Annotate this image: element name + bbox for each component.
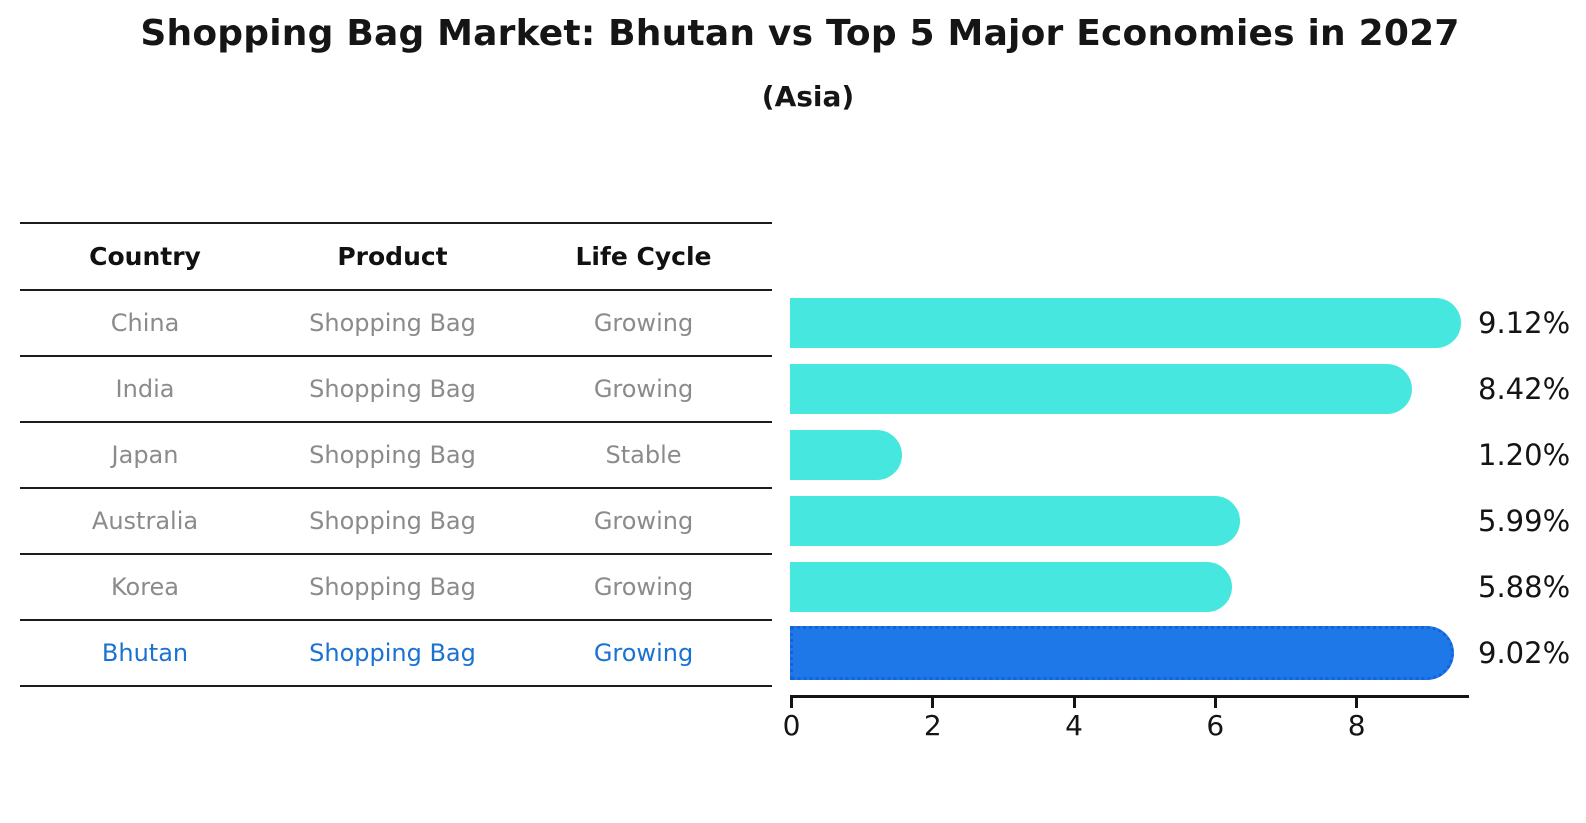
table-row-australia: Australia Shopping Bag Growing <box>20 489 772 555</box>
value-label: 1.20% <box>1478 438 1571 472</box>
life-cycle-cell: Growing <box>593 573 694 601</box>
x-tick-mark <box>931 698 935 708</box>
country-cell: Japan <box>111 441 179 469</box>
country-cell: Bhutan <box>101 639 189 667</box>
column-header-product: Product <box>337 242 448 271</box>
x-tick-mark <box>1355 698 1359 708</box>
x-tick-mark <box>1072 698 1076 708</box>
x-tick-label: 6 <box>1206 709 1225 742</box>
table-header-row: Country Product Life Cycle <box>20 222 772 291</box>
product-cell: Shopping Bag <box>309 441 476 469</box>
product-cell: Shopping Bag <box>309 309 476 337</box>
country-cell: India <box>115 375 175 403</box>
product-cell: Shopping Bag <box>309 375 476 403</box>
value-label: 9.02% <box>1478 636 1571 670</box>
bar-korea <box>790 562 1233 612</box>
page-subtitle: (Asia) <box>761 80 855 113</box>
x-tick-label: 4 <box>1065 709 1083 742</box>
table-row-china: China Shopping Bag Growing <box>20 291 772 357</box>
column-header-life-cycle: Life Cycle <box>575 242 712 271</box>
life-cycle-cell: Growing <box>593 375 694 403</box>
country-cell: China <box>110 309 180 337</box>
value-label: 5.88% <box>1478 570 1571 604</box>
life-cycle-cell: Growing <box>593 309 694 337</box>
page-title: Shopping Bag Market: Bhutan vs Top 5 Maj… <box>140 13 1460 54</box>
life-cycle-cell: Growing <box>593 639 694 667</box>
bar-australia <box>790 496 1241 546</box>
value-label: 8.42% <box>1478 372 1571 406</box>
country-cell: Australia <box>91 507 199 535</box>
x-tick-label: 2 <box>923 709 942 742</box>
value-label: 5.99% <box>1478 504 1571 538</box>
x-tick-mark <box>790 698 793 708</box>
country-cell: Korea <box>110 573 180 601</box>
bar-bhutan <box>790 626 1455 680</box>
product-cell: Shopping Bag <box>309 573 476 601</box>
x-axis-line <box>790 695 1469 698</box>
bar-japan <box>790 430 902 480</box>
value-label: 9.12% <box>1478 306 1571 340</box>
life-cycle-cell: Growing <box>593 507 694 535</box>
product-cell: Shopping Bag <box>309 507 476 535</box>
x-tick-mark <box>1213 698 1217 708</box>
country-table: Country Product Life Cycle China Shoppin… <box>20 222 772 687</box>
table-row-korea: Korea Shopping Bag Growing <box>20 555 772 621</box>
x-tick-label: 0 <box>782 709 801 742</box>
product-cell: Shopping Bag <box>309 639 476 667</box>
bar-india <box>790 364 1412 414</box>
table-row-japan: Japan Shopping Bag Stable <box>20 423 772 489</box>
bar-china <box>790 298 1462 348</box>
column-header-country: Country <box>89 242 201 271</box>
life-cycle-cell: Stable <box>605 441 682 469</box>
x-tick-label: 8 <box>1347 709 1366 742</box>
table-row-bhutan: Bhutan Shopping Bag Growing <box>20 621 772 687</box>
table-row-india: India Shopping Bag Growing <box>20 357 772 423</box>
